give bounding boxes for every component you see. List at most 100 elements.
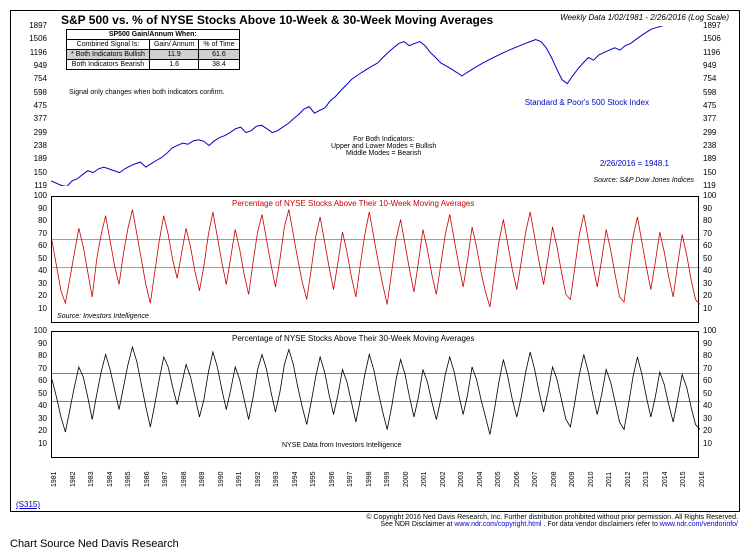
x-tick: 2000 (403, 471, 410, 487)
y-tick: 10 (19, 439, 47, 448)
x-tick: 1992 (255, 471, 262, 487)
x-tick: 1990 (218, 471, 225, 487)
x-tick: 2002 (440, 471, 447, 487)
panel3-source: NYSE Data from Investors Intelligence (282, 442, 401, 449)
y-tick: 30 (19, 414, 47, 423)
y-tick: 80 (19, 216, 47, 225)
y-tick: 70 (19, 364, 47, 373)
x-tick: 1987 (162, 471, 169, 487)
y-tick: 949 (703, 61, 731, 70)
y-tick: 70 (19, 229, 47, 238)
x-tick: 1981 (51, 471, 58, 487)
x-tick: 2013 (643, 471, 650, 487)
pct30-line (52, 332, 700, 457)
panel1-source: Source: S&P Dow Jones Indices (593, 177, 694, 184)
y-tick: 20 (703, 291, 731, 300)
y-tick: 100 (19, 326, 47, 335)
panel-sp500: Standard & Poor's 500 Stock Index For Bo… (51, 26, 699, 186)
y-tick: 20 (19, 426, 47, 435)
y-tick: 90 (703, 204, 731, 213)
y-tick: 70 (703, 364, 731, 373)
y-tick: 949 (19, 61, 47, 70)
y-tick: 1897 (19, 21, 47, 30)
y-tick: 10 (703, 439, 731, 448)
y-tick: 1196 (703, 48, 731, 57)
y-tick: 30 (703, 414, 731, 423)
y-tick: 189 (703, 154, 731, 163)
x-tick: 2007 (532, 471, 539, 487)
y-tick: 1506 (703, 34, 731, 43)
disclaimer-link[interactable]: www.ndr.com/copyright.html (454, 521, 541, 528)
y-tick: 40 (19, 266, 47, 275)
x-tick: 1997 (347, 471, 354, 487)
y-tick: 20 (19, 291, 47, 300)
x-tick: 1984 (107, 471, 114, 487)
chart-source: Chart Source Ned Davis Research (10, 538, 740, 550)
panel2-title: Percentage of NYSE Stocks Above Their 10… (232, 199, 474, 208)
y-tick: 100 (703, 191, 731, 200)
y-tick: 377 (19, 114, 47, 123)
x-tick: 2005 (495, 471, 502, 487)
x-tick: 1998 (366, 471, 373, 487)
y-tick: 475 (19, 101, 47, 110)
y-tick: 238 (19, 141, 47, 150)
y-tick: 50 (19, 254, 47, 263)
y-tick: 299 (703, 128, 731, 137)
y-tick: 238 (703, 141, 731, 150)
chart-container: S&P 500 vs. % of NYSE Stocks Above 10-We… (10, 10, 740, 512)
y-tick: 150 (703, 168, 731, 177)
y-tick: 80 (703, 216, 731, 225)
panel-10week: Percentage of NYSE Stocks Above Their 10… (51, 196, 699, 323)
panel-30week: Percentage of NYSE Stocks Above Their 30… (51, 331, 699, 458)
y-tick: 119 (19, 181, 47, 190)
x-tick: 2004 (477, 471, 484, 487)
y-tick: 30 (19, 279, 47, 288)
panel2-source: Source: Investors Intelligence (57, 313, 149, 320)
x-tick: 2016 (699, 471, 706, 487)
y-tick: 150 (19, 168, 47, 177)
y-tick: 100 (19, 191, 47, 200)
x-tick: 2003 (458, 471, 465, 487)
x-tick: 2001 (421, 471, 428, 487)
y-tick: 50 (19, 389, 47, 398)
y-tick: 40 (19, 401, 47, 410)
x-tick: 2006 (514, 471, 521, 487)
x-tick: 1986 (144, 471, 151, 487)
y-tick: 40 (703, 401, 731, 410)
y-tick: 40 (703, 266, 731, 275)
y-tick: 598 (703, 88, 731, 97)
panel3-title: Percentage of NYSE Stocks Above Their 30… (232, 334, 474, 343)
sp500-label: Standard & Poor's 500 Stock Index (525, 98, 649, 107)
y-tick: 189 (19, 154, 47, 163)
x-tick: 2011 (606, 472, 613, 487)
x-tick: 2015 (680, 471, 687, 487)
x-tick: 1982 (70, 471, 77, 487)
x-tick: 1994 (292, 471, 299, 487)
y-tick: 90 (19, 204, 47, 213)
y-tick: 60 (703, 376, 731, 385)
y-tick: 1196 (19, 48, 47, 57)
y-tick: 20 (703, 426, 731, 435)
y-tick: 60 (19, 376, 47, 385)
y-tick: 60 (19, 241, 47, 250)
y-tick: 598 (19, 88, 47, 97)
y-tick: 754 (19, 74, 47, 83)
y-tick: 10 (703, 304, 731, 313)
x-tick: 1988 (181, 471, 188, 487)
y-tick: 1506 (19, 34, 47, 43)
disclaimer2-link[interactable]: www.ndr.com/vendorinfo/ (660, 521, 738, 528)
x-tick: 1993 (273, 471, 280, 487)
y-tick: 10 (19, 304, 47, 313)
y-tick: 299 (19, 128, 47, 137)
x-tick: 1995 (310, 471, 317, 487)
pct10-line (52, 197, 700, 322)
x-tick: 2010 (588, 471, 595, 487)
x-tick: 1999 (384, 471, 391, 487)
y-tick: 60 (703, 241, 731, 250)
chart-code[interactable]: (S315) (16, 500, 40, 509)
x-tick: 2014 (662, 471, 669, 487)
indicator-note: For Both Indicators: Upper and Lower Mod… (331, 136, 436, 157)
copyright: © Copyright 2016 Ned Davis Research, Inc… (10, 514, 738, 528)
x-axis: 1981198219831984198519861987198819891990… (51, 469, 699, 499)
y-tick: 754 (703, 74, 731, 83)
